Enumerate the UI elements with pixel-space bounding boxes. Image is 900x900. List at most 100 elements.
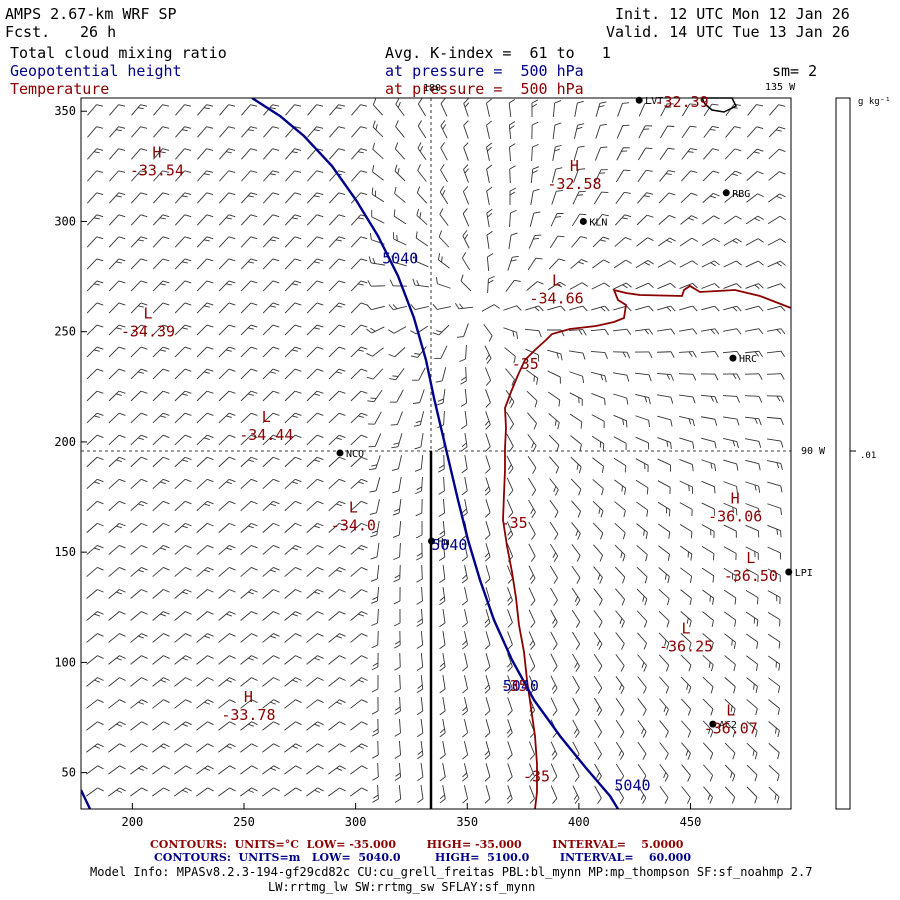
- wind-barb: [702, 192, 720, 203]
- wind-barb: [86, 500, 104, 512]
- wind-barb: [592, 479, 604, 496]
- wind-barb: [659, 676, 670, 694]
- wind-barb: [484, 675, 491, 694]
- wind-barb: [571, 566, 581, 584]
- wind-barb: [531, 121, 539, 140]
- wind-barb: [724, 148, 742, 160]
- wind-barb: [436, 277, 451, 289]
- wind-barb: [571, 500, 582, 518]
- wind-barb: [370, 521, 380, 538]
- smoothing-label: sm= 2: [772, 62, 818, 80]
- wind-barb: [414, 254, 429, 268]
- contour-label-layer: 5040 5040 5040 5040 -32.39 -35 -35 -35 -35: [382, 93, 708, 794]
- wind-barb: [218, 544, 236, 555]
- wind-barb: [152, 192, 170, 204]
- extremum-type: H: [570, 157, 579, 175]
- wind-barb: [284, 544, 302, 555]
- wind-barb: [462, 208, 470, 227]
- wind-barb: [549, 521, 559, 540]
- wind-barb: [590, 328, 609, 336]
- wind-barb: [417, 142, 427, 160]
- wind-barb: [350, 324, 368, 336]
- wind-barb: [218, 633, 236, 643]
- wind-barb: [240, 677, 258, 687]
- wind-barb: [591, 393, 606, 406]
- wind-barb: [701, 237, 720, 247]
- wind-barb: [454, 302, 474, 310]
- station-label: AC2: [719, 720, 737, 731]
- wind-barb: [152, 434, 170, 446]
- model-title: AMPS 2.67-km WRF SP: [5, 5, 177, 23]
- wind-barb: [130, 765, 148, 775]
- wind-barb: [745, 238, 764, 246]
- height-contour-label: 5040: [503, 677, 539, 695]
- wind-barb: [767, 590, 781, 605]
- wind-barb: [351, 148, 368, 160]
- wind-barb: [196, 368, 214, 380]
- wind-barb: [615, 610, 625, 628]
- temperature-contour-label: -32.39: [655, 93, 709, 111]
- wind-barb: [526, 281, 544, 291]
- wind-barb: [508, 121, 516, 140]
- wind-barb: [766, 350, 786, 358]
- wind-barb: [657, 282, 676, 290]
- wind-barb: [723, 459, 739, 471]
- wind-barb: [130, 522, 148, 533]
- wind-barb: [659, 742, 669, 760]
- wind-barb: [723, 589, 737, 605]
- wind-barb: [152, 655, 170, 665]
- wind-barb: [549, 543, 559, 562]
- wind-barb: [240, 368, 258, 380]
- wind-barb: [412, 367, 426, 381]
- wind-barb: [328, 434, 346, 446]
- wind-barb: [174, 346, 192, 358]
- wind-barb: [485, 389, 491, 408]
- wind-barb: [284, 765, 302, 775]
- wind-barb: [658, 545, 670, 561]
- wind-barb: [388, 304, 407, 311]
- wind-barb: [307, 104, 324, 116]
- wind-barb: [723, 328, 742, 335]
- wind-barb: [240, 611, 258, 621]
- field-geopotential: Geopotential height: [10, 62, 182, 80]
- wind-barb: [372, 120, 384, 138]
- wind-barb: [350, 589, 368, 599]
- wind-barb: [306, 368, 324, 380]
- wind-barb: [306, 567, 324, 577]
- wind-barb: [635, 328, 654, 335]
- forecast-label: Fcst.: [5, 23, 51, 41]
- wind-barb: [486, 230, 493, 249]
- wind-barb: [415, 231, 429, 247]
- wind-barb: [529, 211, 541, 227]
- wind-barb: [615, 697, 625, 716]
- wind-barb: [392, 477, 402, 494]
- wind-barb: [262, 765, 280, 775]
- wind-barb: [612, 328, 632, 336]
- wind-barb: [460, 274, 472, 292]
- wind-barb: [130, 589, 148, 599]
- wind-barb: [174, 456, 192, 468]
- wind-barb: [766, 373, 785, 380]
- wind-barb: [552, 122, 562, 139]
- wind-barb: [461, 252, 471, 271]
- wind-barb: [152, 721, 170, 731]
- y-tick-label: 150: [54, 545, 76, 559]
- wind-barb: [218, 280, 236, 292]
- wind-barb: [262, 236, 280, 248]
- wind-barb: [86, 434, 104, 446]
- wind-barb: [593, 588, 603, 606]
- wind-barb: [371, 187, 385, 203]
- wind-barb: [680, 215, 698, 225]
- wind-barb: [703, 148, 720, 160]
- wind-barb: [350, 567, 368, 577]
- wind-barb: [724, 698, 736, 716]
- wind-barb: [285, 170, 302, 182]
- wind-barb: [722, 373, 741, 381]
- wind-barb: [372, 740, 379, 759]
- height-contour-label: 5040: [614, 776, 650, 794]
- wind-barb: [240, 346, 258, 358]
- wind-barb: [415, 498, 423, 517]
- wind-barb: [174, 677, 192, 687]
- wind-barb: [416, 208, 428, 226]
